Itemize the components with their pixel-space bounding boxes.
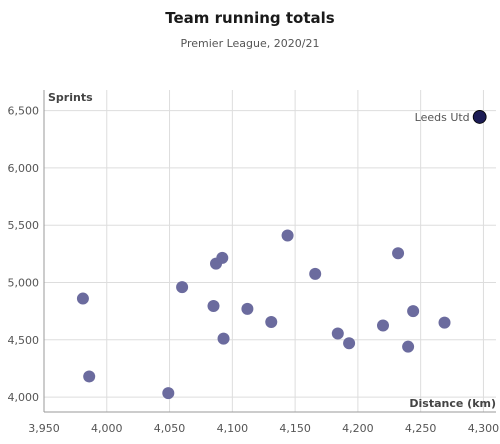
data-point	[176, 281, 189, 294]
data-point	[392, 247, 405, 260]
data-point	[343, 337, 356, 350]
y-tick-label: 4,000	[8, 391, 40, 404]
points-layer: Leeds Utd	[76, 110, 487, 400]
x-tick-label: 4,200	[342, 422, 374, 435]
data-point	[265, 316, 278, 329]
x-tick-label: 4,250	[405, 422, 437, 435]
grid-layer	[43, 90, 496, 412]
data-point	[438, 316, 451, 329]
data-point	[241, 302, 254, 315]
highlight-point	[472, 110, 487, 124]
data-point	[281, 229, 294, 242]
x-tick-label: 4,300	[468, 422, 500, 435]
chart-subtitle: Premier League, 2020/21	[180, 37, 320, 50]
x-tick-label: 4,100	[217, 422, 249, 435]
x-tick-label: 4,050	[154, 422, 186, 435]
y-tick-label: 4,500	[8, 334, 40, 347]
y-tick-label: 6,000	[8, 162, 40, 175]
y-tick-label: 5,000	[8, 277, 40, 290]
data-point	[162, 387, 175, 400]
data-point	[76, 292, 89, 305]
data-point	[331, 327, 344, 340]
axis-layer: 3,950 4,000 4,050 4,100 4,150 4,200 4,250 4,300…	[8, 90, 500, 435]
data-point	[216, 251, 229, 264]
data-point	[309, 267, 322, 280]
data-point	[377, 319, 389, 332]
y-tick-label: 5,500	[8, 219, 40, 232]
x-tick-label: 3,950	[28, 422, 60, 435]
data-point	[407, 305, 420, 318]
data-point	[83, 370, 96, 383]
data-point	[217, 332, 230, 345]
x-axis-label: Distance (km)	[409, 397, 496, 410]
y-tick-label: 6,500	[8, 105, 40, 118]
chart-title: Team running totals	[165, 9, 335, 27]
x-tick-label: 4,000	[91, 422, 123, 435]
x-tick-label: 4,150	[279, 422, 311, 435]
point-annotation: Leeds Utd	[415, 111, 470, 124]
data-point	[402, 340, 415, 353]
data-point	[207, 300, 220, 313]
y-axis-label: Sprints	[48, 91, 93, 104]
